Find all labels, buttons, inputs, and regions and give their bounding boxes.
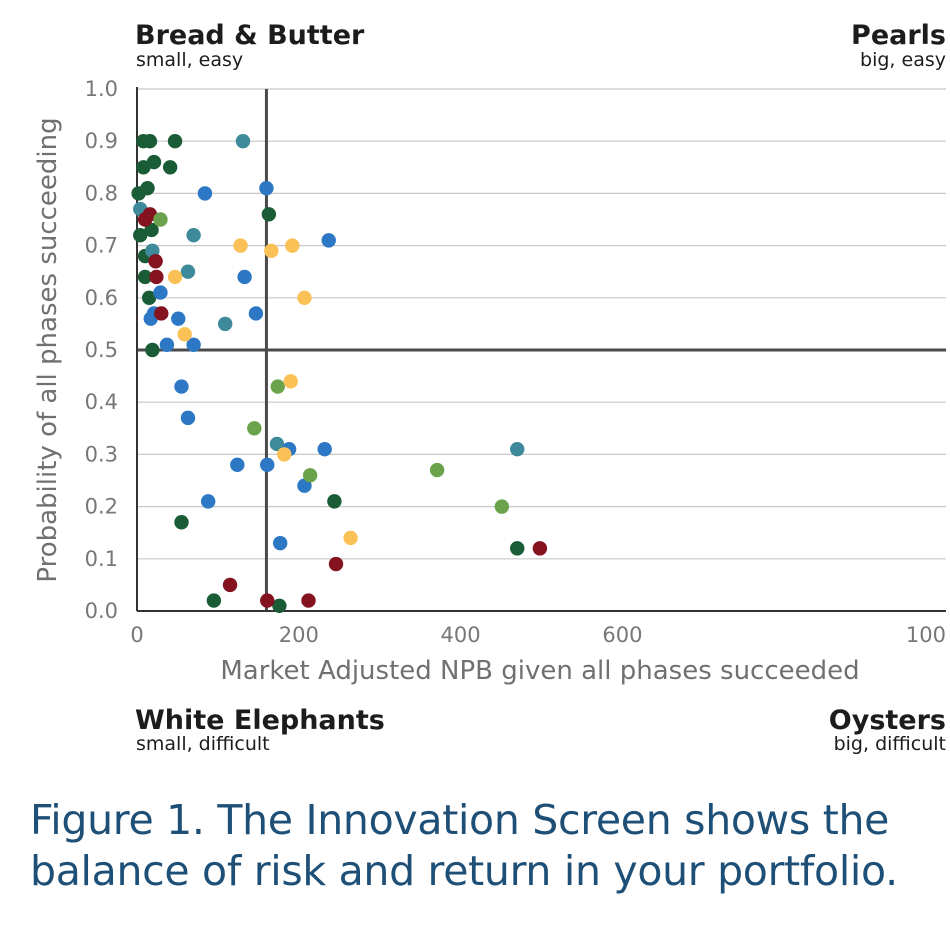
quadrant-title-bottom-left: White Elephants	[135, 705, 385, 736]
x-tick-label: 400	[441, 623, 481, 647]
data-point-yellow	[264, 243, 279, 259]
data-point-dark-green	[145, 342, 160, 358]
data-point-yellow	[285, 238, 300, 253]
data-point-teal	[235, 134, 251, 149]
data-point-dark-red	[148, 254, 163, 269]
data-point-dark-red	[328, 556, 344, 572]
scatter-points	[131, 134, 548, 613]
gridlines	[137, 88, 946, 560]
data-point-dark-green	[261, 207, 277, 222]
y-tick-label: 0.7	[85, 234, 118, 258]
data-point-yellow	[277, 447, 292, 462]
data-point-light-green	[153, 212, 168, 227]
y-tick-label: 0.3	[85, 442, 118, 466]
data-point-dark-red	[532, 541, 548, 556]
x-tick-label: 100	[906, 623, 946, 647]
data-point-yellow	[343, 530, 358, 546]
data-point-dark-green	[146, 154, 162, 170]
y-tick-label: 1.0	[85, 77, 118, 101]
data-point-yellow	[297, 290, 312, 305]
data-point-yellow	[167, 269, 183, 285]
data-point-blue	[186, 337, 201, 352]
y-tick-label: 0.0	[85, 599, 118, 623]
data-point-blue	[197, 186, 213, 201]
data-point-dark-green	[510, 541, 525, 556]
data-point-dark-red	[301, 593, 316, 608]
data-point-blue	[230, 457, 245, 473]
x-axis-title: Market Adjusted NPB given all phases suc…	[220, 656, 859, 686]
data-point-dark-green	[133, 227, 148, 243]
y-tick-label: 0.8	[85, 181, 118, 205]
y-tick-label: 0.6	[85, 286, 118, 310]
quadrant-subtitle-bottom-left: small, difficult	[136, 733, 270, 755]
data-point-dark-green	[206, 593, 222, 608]
innovation-screen-chart: 0.0 0.1 0.2 0.3 0.4 0.5 0.6 0.7 0.8 0.9 1.0 0 200 400…	[33, 20, 946, 755]
data-point-blue	[153, 285, 168, 300]
data-point-dark-green	[144, 222, 159, 238]
data-point-light-green	[429, 462, 445, 478]
axes	[136, 87, 946, 612]
y-tick-label: 0.1	[85, 547, 118, 571]
data-point-dark-green	[162, 160, 178, 175]
y-tick-label: 0.4	[85, 390, 118, 414]
quadrant-title-top-right: Pearls	[851, 20, 946, 51]
data-point-dark-red	[222, 577, 238, 593]
data-point-yellow	[233, 238, 248, 253]
data-point-dark-green	[137, 269, 153, 285]
data-point-dark-green	[140, 180, 155, 196]
quadrant-title-bottom-right: Oysters	[829, 705, 946, 736]
data-point-blue	[272, 535, 288, 551]
data-point-light-green	[247, 421, 262, 436]
y-tick-label: 0.5	[85, 338, 118, 362]
quadrant-subtitle-bottom-right: big, difficult	[834, 733, 946, 755]
data-point-dark-green	[272, 598, 287, 613]
data-point-blue	[321, 233, 336, 248]
data-point-blue	[159, 337, 175, 352]
quadrant-subtitle-top-left: small, easy	[136, 49, 243, 71]
data-point-blue	[237, 269, 252, 285]
quadrant-title-top-left: Bread & Butter	[135, 20, 365, 51]
data-point-dark-green	[327, 494, 342, 509]
data-point-blue	[200, 494, 216, 509]
data-point-dark-green	[174, 515, 189, 530]
quadrant-subtitle-top-right: big, easy	[860, 49, 946, 71]
data-point-blue	[180, 410, 196, 426]
data-point-yellow	[283, 374, 298, 389]
data-point-light-green	[302, 468, 318, 483]
data-point-blue	[174, 379, 189, 394]
data-point-blue	[317, 441, 332, 457]
y-tick-label: 0.2	[85, 495, 118, 519]
data-point-teal	[217, 316, 233, 332]
data-point-blue	[260, 457, 275, 473]
x-tick-label: 600	[602, 623, 642, 647]
data-point-teal	[180, 264, 196, 279]
data-point-yellow	[177, 327, 192, 342]
data-point-dark-green	[167, 134, 183, 149]
x-tick-label: 0	[130, 623, 143, 647]
x-tick-label: 200	[279, 623, 319, 647]
data-point-blue	[248, 306, 264, 321]
y-axis-title: Probability of all phases succeeding	[33, 117, 63, 582]
quadrant-dividers	[137, 89, 946, 611]
data-point-dark-green	[141, 290, 157, 305]
y-tick-label: 0.9	[85, 129, 118, 153]
data-point-light-green	[270, 379, 285, 394]
data-point-blue	[259, 180, 274, 196]
data-point-dark-red	[154, 306, 169, 321]
data-point-dark-red	[149, 269, 164, 285]
data-point-dark-red	[260, 593, 275, 608]
data-point-light-green	[494, 499, 510, 514]
data-point-teal	[510, 441, 525, 457]
figure-caption: Figure 1. The Innovation Screen shows th…	[30, 796, 898, 895]
data-point-blue	[171, 311, 186, 326]
data-point-dark-green	[142, 134, 158, 149]
data-point-teal	[186, 227, 201, 243]
data-point-teal	[269, 436, 285, 452]
tick-labels: 0.0 0.1 0.2 0.3 0.4 0.5 0.6 0.7 0.8 0.9 1.0 0 200 400…	[85, 77, 946, 647]
